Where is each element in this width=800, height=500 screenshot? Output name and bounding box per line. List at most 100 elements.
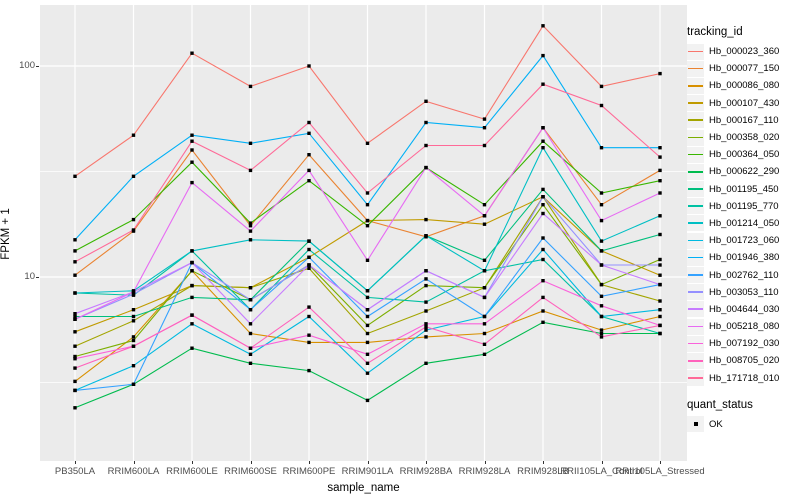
data-point xyxy=(365,203,370,207)
legend-item-label: Hb_000358_020 xyxy=(709,132,780,144)
y-tick-mark xyxy=(36,276,39,278)
line-swatch-icon xyxy=(688,291,703,293)
data-point xyxy=(307,168,311,173)
data-point xyxy=(248,298,253,302)
square-marker-icon xyxy=(693,422,698,427)
data-point xyxy=(365,323,370,328)
x-tick-label-RRII105LA_Control: RRII105LA_Control xyxy=(560,466,643,477)
x-tick-mark xyxy=(484,461,486,464)
data-point xyxy=(658,323,662,328)
data-point xyxy=(248,352,253,356)
data-point xyxy=(365,289,370,293)
data-point xyxy=(307,305,311,309)
legend-key xyxy=(687,301,704,318)
data-point xyxy=(424,120,428,125)
legend-key xyxy=(687,60,704,77)
legend-key xyxy=(687,249,704,266)
data-point xyxy=(658,308,662,312)
legend-key xyxy=(687,198,704,215)
data-point xyxy=(424,325,428,329)
data-point xyxy=(365,371,370,375)
data-point xyxy=(365,340,370,345)
data-point xyxy=(73,260,77,264)
legend-item-Hb_007192_030: Hb_007192_030 xyxy=(687,335,797,352)
line-swatch-icon xyxy=(688,377,703,379)
data-point xyxy=(599,314,604,319)
data-point xyxy=(424,277,428,281)
data-point xyxy=(190,139,194,143)
data-point xyxy=(73,317,77,321)
data-point xyxy=(482,203,487,207)
legend-item-Hb_000077_150: Hb_000077_150 xyxy=(687,60,797,77)
x-tick-mark xyxy=(309,461,310,464)
legend-item-Hb_000364_050: Hb_000364_050 xyxy=(687,146,797,163)
data-point xyxy=(599,146,604,150)
data-point xyxy=(73,354,77,359)
data-point xyxy=(482,214,487,218)
data-point xyxy=(365,398,370,403)
data-point xyxy=(248,308,253,312)
data-point xyxy=(541,187,545,192)
legend-key xyxy=(687,129,704,146)
data-point xyxy=(307,340,311,345)
data-point xyxy=(541,295,545,300)
legend-item-Hb_001214_050: Hb_001214_050 xyxy=(687,215,797,232)
x-tick-label-RRIM600LA: RRIM600LA xyxy=(107,466,160,477)
data-point xyxy=(190,260,194,265)
data-point xyxy=(307,333,311,337)
data-point xyxy=(190,148,194,152)
data-point xyxy=(248,346,253,350)
legend-item-Hb_002762_110: Hb_002762_110 xyxy=(687,266,797,284)
legend-key xyxy=(687,335,704,352)
data-point xyxy=(599,249,604,253)
data-point xyxy=(131,314,136,319)
x-axis-title: sample_name xyxy=(327,482,400,494)
legend-item-label: OK xyxy=(709,418,723,430)
x-tick-mark xyxy=(543,461,544,464)
data-point xyxy=(599,328,604,332)
x-tick-mark xyxy=(250,461,252,464)
data-point xyxy=(131,174,136,178)
data-point xyxy=(599,335,604,339)
data-point xyxy=(599,239,604,243)
line-swatch-icon xyxy=(688,153,703,156)
data-point xyxy=(307,239,311,243)
x-tick-label-PB350LA: PB350LA xyxy=(54,466,96,477)
legend-key xyxy=(687,267,704,284)
data-point xyxy=(424,143,428,148)
legend-item-label: Hb_008705_020 xyxy=(709,355,780,367)
legend-item-Hb_000023_360: Hb_000023_360 xyxy=(687,43,797,60)
data-point xyxy=(599,84,604,89)
data-point xyxy=(248,224,253,228)
legend: tracking_id Hb_000023_360 Hb_000077_150 Hb… xyxy=(687,26,797,433)
data-point xyxy=(482,342,487,346)
data-point xyxy=(131,133,136,137)
data-point xyxy=(307,179,311,183)
data-point xyxy=(248,221,253,225)
data-point xyxy=(131,364,136,368)
line-swatch-icon xyxy=(688,170,703,173)
data-point xyxy=(599,263,604,267)
data-point xyxy=(482,322,487,326)
data-point xyxy=(131,292,136,296)
data-point xyxy=(73,174,77,178)
data-point xyxy=(307,368,311,373)
data-point xyxy=(131,382,136,386)
line-swatch-icon xyxy=(688,50,703,53)
legend-item-label: Hb_000167_110 xyxy=(709,114,779,126)
x-tick-label-RRIM928BA: RRIM928BA xyxy=(399,466,453,477)
data-point xyxy=(541,309,545,313)
legend-item-label: Hb_003053_110 xyxy=(709,286,779,298)
data-point xyxy=(482,222,487,226)
x-tick-mark xyxy=(192,461,193,464)
data-point xyxy=(365,191,370,195)
data-point xyxy=(131,319,136,323)
data-point xyxy=(541,203,545,207)
data-point xyxy=(482,331,487,336)
data-point xyxy=(190,322,194,326)
data-point xyxy=(73,379,77,384)
data-point xyxy=(424,217,428,222)
data-point xyxy=(248,141,253,145)
data-point xyxy=(73,330,77,334)
data-point xyxy=(658,331,662,336)
